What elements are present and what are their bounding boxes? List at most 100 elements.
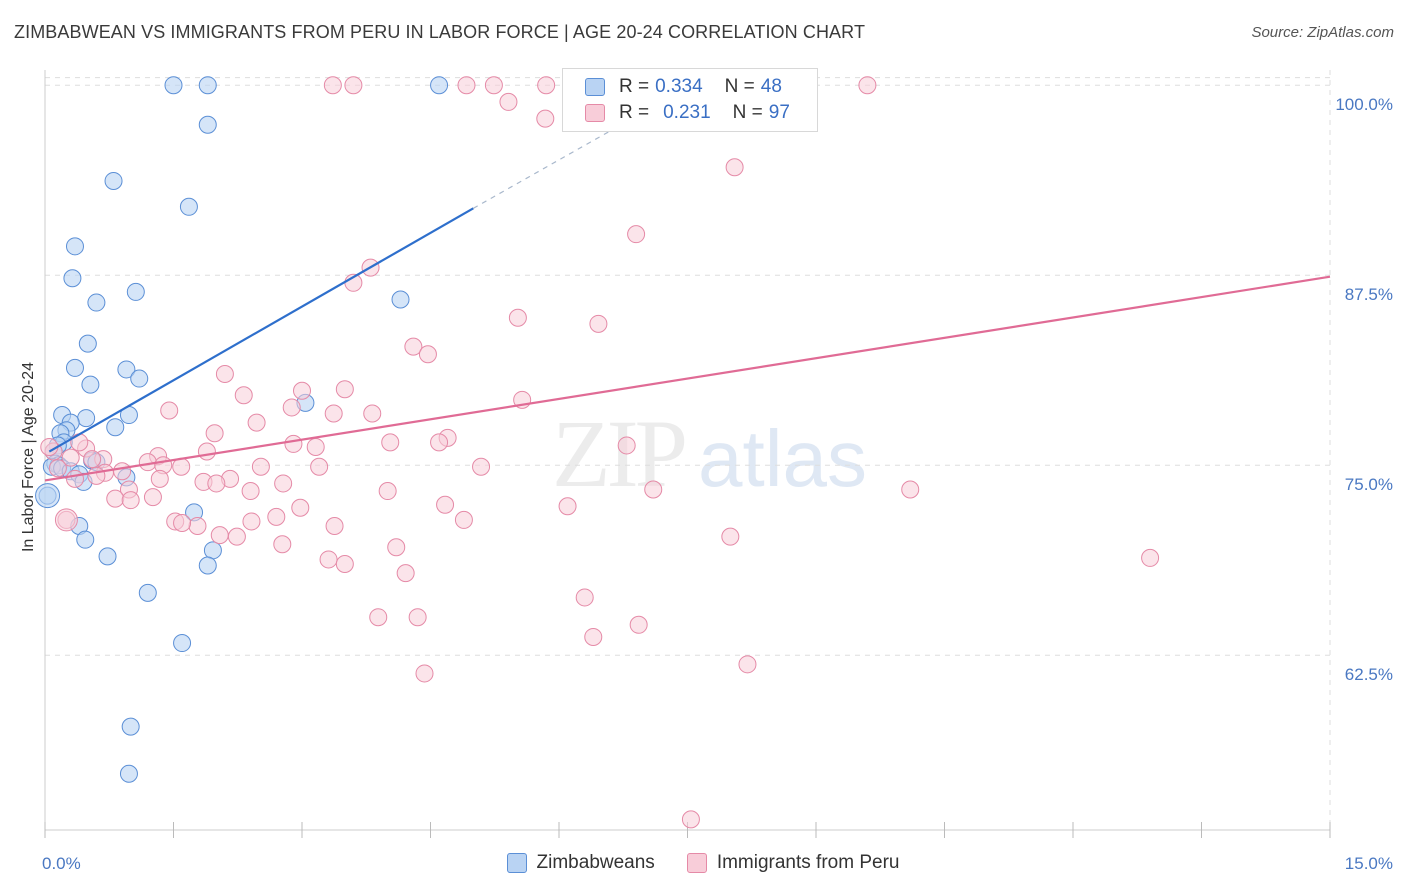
peru-point <box>87 466 106 485</box>
peru-point <box>408 608 427 627</box>
zimbabweans-point <box>130 369 149 388</box>
legend-row-peru: R = 0.231 N = 97 <box>585 101 796 125</box>
chart-source: Source: ZipAtlas.com <box>1251 24 1394 41</box>
peru-point <box>65 469 84 488</box>
peru-point <box>369 608 388 627</box>
zimbabweans-trend-line <box>48 207 474 453</box>
peru-point <box>627 225 646 244</box>
zimbabweans-point <box>430 76 449 95</box>
peru-point <box>70 433 89 452</box>
peru-point <box>738 655 757 674</box>
legend-swatch-blue <box>506 853 527 873</box>
y-tick-label: 100.0% <box>1335 95 1393 114</box>
trend-lines <box>44 77 1331 482</box>
peru-point <box>472 457 491 476</box>
peru-point <box>721 527 740 546</box>
peru-point <box>725 158 744 177</box>
peru-point <box>1141 548 1160 567</box>
peru-point <box>415 664 434 683</box>
peru-point <box>306 437 325 456</box>
zimbabweans-point <box>198 556 217 575</box>
zimbabweans-point <box>98 547 117 566</box>
legend-r-value: 0.334 <box>655 76 703 97</box>
zimbabweans-point <box>121 717 140 736</box>
legend-swatch-blue <box>585 78 605 96</box>
zimbabweans-point <box>106 418 125 437</box>
peru-point <box>310 457 329 476</box>
peru-point <box>54 508 78 532</box>
watermark-zip: ZIP <box>552 400 688 507</box>
zimbabweans-point <box>35 483 61 509</box>
axes <box>44 70 1331 838</box>
zimbabweans-point <box>391 290 410 309</box>
peru-point <box>205 424 224 443</box>
zimbabweans-point <box>87 293 106 312</box>
legend-swatch-pink <box>686 853 707 873</box>
zimbabweans-point <box>65 237 84 256</box>
peru-point <box>282 398 301 417</box>
peru-point <box>629 615 648 634</box>
zimbabweans-point <box>81 375 100 394</box>
peru-point <box>323 76 342 95</box>
legend-label: Immigrants from Peru <box>716 852 900 873</box>
peru-point <box>143 488 162 507</box>
peru-point <box>251 457 270 476</box>
peru-point <box>227 527 246 546</box>
y-tick-label: 87.5% <box>1345 285 1393 304</box>
peru-point <box>241 482 260 501</box>
zimbabweans-point <box>65 358 84 377</box>
y-tick-label: 75.0% <box>1345 475 1393 494</box>
peru-point <box>61 448 80 467</box>
watermark-atlas: atlas <box>698 414 867 503</box>
peru-point <box>681 810 700 829</box>
peru-point <box>381 433 400 452</box>
peru-point <box>484 76 503 95</box>
zimbabweans-point <box>76 530 95 549</box>
legend-item-zimbabweans[interactable]: Zimbabweans <box>506 852 655 874</box>
zimbabweans-point <box>119 764 138 783</box>
legend-item-peru[interactable]: Immigrants from Peru <box>686 852 900 874</box>
peru-point <box>150 469 169 488</box>
peru-point <box>508 308 527 327</box>
peru-point <box>436 495 455 514</box>
peru-point <box>284 434 303 453</box>
peru-point <box>160 401 179 420</box>
peru-point <box>274 474 293 493</box>
zimbabweans-point <box>179 197 198 216</box>
legend-r-label: R = <box>619 76 650 97</box>
correlation-legend: R = 0.334 N = 48 R = 0.231 N = 97 <box>562 68 818 132</box>
y-tick-label: 62.5% <box>1345 665 1393 684</box>
peru-point <box>113 462 132 481</box>
peru-point <box>106 489 125 508</box>
series-legend: Zimbabweans Immigrants from Peru <box>0 852 1406 874</box>
watermark: ZIP atlas <box>552 398 867 509</box>
peru-point <box>210 526 229 545</box>
peru-point <box>404 337 423 356</box>
zimbabweans-point <box>164 76 183 95</box>
zimbabweans-point <box>77 409 96 428</box>
zimbabweans-point <box>78 334 97 353</box>
legend-r-label: R = <box>619 102 650 123</box>
peru-point <box>291 498 310 517</box>
zimbabweans-point <box>104 171 123 190</box>
peru-point <box>858 76 877 95</box>
peru-point <box>537 76 556 95</box>
peru-point <box>335 555 354 573</box>
zimbabweans-point <box>198 115 217 134</box>
legend-label: Zimbabweans <box>536 852 655 873</box>
peru-point <box>188 517 207 535</box>
peru-point <box>418 345 437 364</box>
zimbabweans-point <box>198 76 217 95</box>
peru-point <box>267 507 286 526</box>
peru-trend-line <box>44 275 1331 482</box>
peru-point <box>242 512 261 531</box>
peru-point <box>319 550 338 569</box>
legend-row-zimbabweans: R = 0.334 N = 48 <box>585 75 788 99</box>
legend-n-label: N = <box>724 76 755 97</box>
peru-point <box>335 380 354 399</box>
peru-point <box>173 513 192 532</box>
zimbabweans-point <box>126 282 145 301</box>
peru-point <box>499 92 518 111</box>
peru-point <box>454 510 473 529</box>
